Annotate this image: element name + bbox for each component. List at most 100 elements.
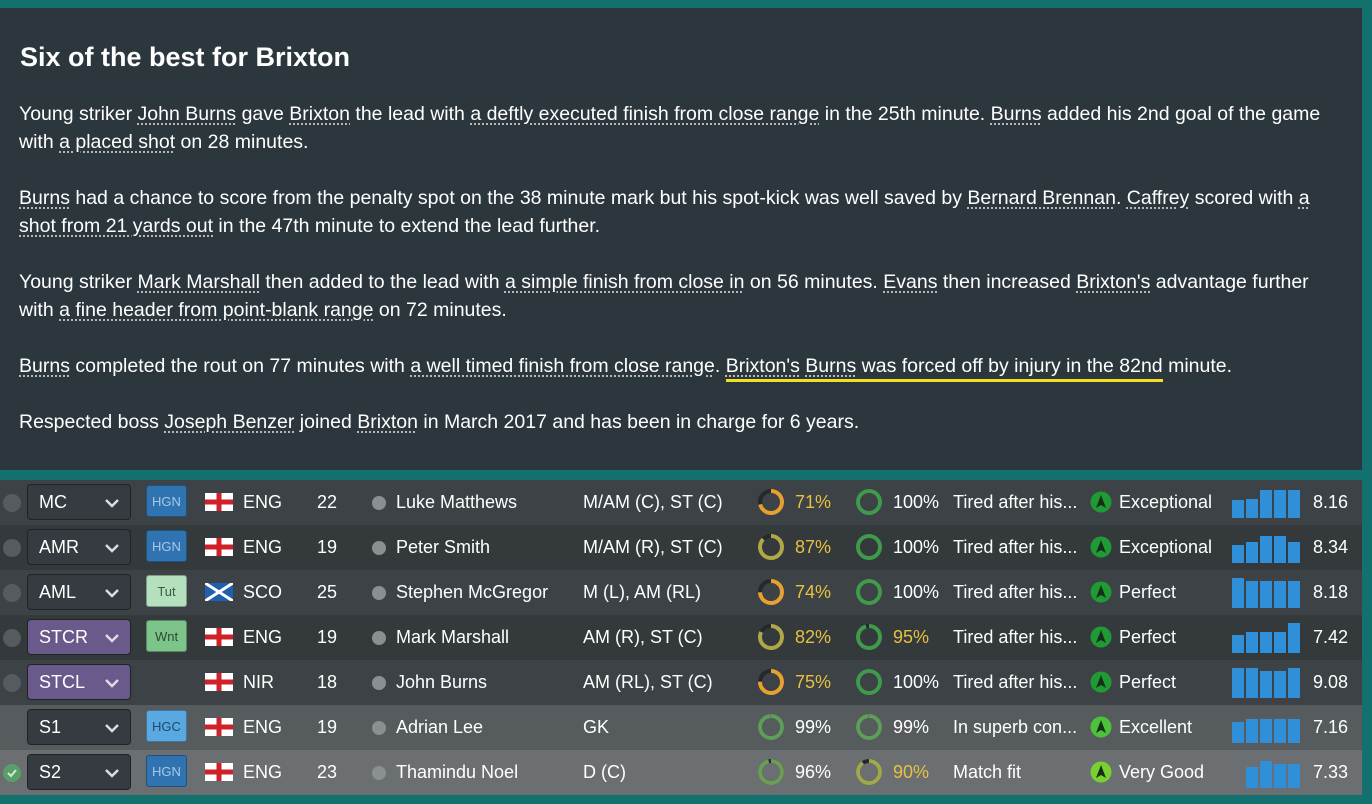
info-icon[interactable]: [372, 541, 386, 555]
average-rating: 9.08: [1313, 672, 1349, 692]
link[interactable]: Bernard Brennan: [967, 187, 1116, 209]
form-bar: [1274, 581, 1286, 608]
form-bar: [1260, 489, 1272, 518]
link[interactable]: Burns: [19, 355, 70, 377]
info-icon[interactable]: [372, 631, 386, 645]
text: scored with: [1189, 187, 1299, 209]
player-row[interactable]: STCL NIR 18 John Burns AM (RL), ST (C) 75% 100…: [0, 660, 1362, 705]
rating-icon: [1090, 671, 1112, 693]
player-name[interactable]: Stephen McGregor: [396, 582, 549, 602]
link[interactable]: Brixton: [357, 411, 418, 433]
role-badge: HGC: [146, 710, 187, 742]
nation: ENG: [243, 492, 283, 512]
text: then increased: [937, 271, 1077, 293]
ring-value: [856, 579, 882, 605]
link[interactable]: Brixton: [289, 103, 350, 125]
player-row[interactable]: S2 HGN ENG 23 Thamindu Noel D (C) 96% 90% Match …: [0, 750, 1362, 795]
age: 19: [317, 537, 338, 557]
position-dropdown[interactable]: STCR: [27, 619, 131, 655]
form-bar: [1246, 767, 1258, 788]
ring-value: [758, 534, 784, 560]
percent: 100%: [893, 537, 940, 557]
icon-arrow: [1096, 630, 1106, 643]
player-row[interactable]: S1 HGC ENG 19 Adrian Lee GK 99% 99% In superb co…: [0, 705, 1362, 750]
player-table: MC HGN ENG 22 Luke Matthews M/AM (C), ST (C) 7…: [0, 480, 1362, 795]
link[interactable]: a deftly executed finish from close rang…: [470, 103, 820, 125]
link[interactable]: a shot from 21 yards out: [19, 187, 1310, 237]
position-dropdown[interactable]: AML: [27, 574, 131, 610]
info-icon[interactable]: [372, 721, 386, 735]
role-badge: Tut: [146, 575, 187, 607]
report-body: Young striker John Burns gave Brixton th…: [19, 100, 1339, 464]
form-bar: [1260, 719, 1272, 743]
rating-text: Very Good: [1119, 762, 1205, 782]
info-icon[interactable]: [372, 766, 386, 780]
player-row[interactable]: STCR Wnt ENG 19 Mark Marshall AM (R), ST (C) 8…: [0, 615, 1362, 660]
info-icon[interactable]: [372, 586, 386, 600]
link[interactable]: Burns: [805, 355, 857, 382]
link[interactable]: a well timed finish from close range: [410, 355, 715, 377]
age: 23: [317, 762, 338, 782]
ring-value: [856, 669, 882, 695]
select-check[interactable]: [3, 539, 21, 557]
rating-icon: [1090, 581, 1112, 603]
ring-value: [758, 714, 784, 740]
player-row[interactable]: MC HGN ENG 22 Luke Matthews M/AM (C), ST (C) 7…: [0, 480, 1362, 525]
ring-value: [856, 759, 882, 785]
link[interactable]: Brixton's: [725, 355, 800, 382]
position-dropdown[interactable]: MC: [27, 484, 131, 520]
link[interactable]: Mark Marshall: [137, 271, 260, 293]
player-name[interactable]: Peter Smith: [396, 537, 491, 557]
link[interactable]: a fine header from point-blank range: [59, 299, 374, 321]
form-bar: [1288, 764, 1300, 788]
select-check[interactable]: [3, 674, 21, 692]
select-check[interactable]: [3, 629, 21, 647]
link[interactable]: John Burns: [137, 103, 237, 125]
position-dropdown[interactable]: S1: [27, 709, 131, 745]
percent: 99%: [795, 717, 832, 737]
chevron: [105, 769, 119, 778]
paragraph: Young striker John Burns gave Brixton th…: [19, 100, 1339, 156]
text: in the 47th minute to extend the lead fu…: [213, 215, 601, 237]
player-name[interactable]: Luke Matthews: [396, 492, 518, 512]
link[interactable]: Burns: [990, 103, 1042, 125]
ring-value: [856, 489, 882, 515]
chevron: [105, 634, 119, 643]
position-dropdown[interactable]: AMR: [27, 529, 131, 565]
select-check[interactable]: [3, 764, 21, 782]
ring: [856, 714, 882, 740]
position-dropdown[interactable]: S2: [27, 754, 131, 790]
info-icon[interactable]: [372, 676, 386, 690]
link[interactable]: a simple finish from close in: [504, 271, 745, 293]
player-name[interactable]: Adrian Lee: [396, 717, 484, 737]
link[interactable]: Burns: [19, 187, 70, 209]
form-bar: [1274, 764, 1286, 788]
link[interactable]: Caffrey: [1126, 187, 1190, 209]
link[interactable]: Evans: [883, 271, 938, 293]
select-check[interactable]: [3, 719, 21, 737]
role-badge: HGN: [146, 485, 187, 517]
rating-icon: [1090, 536, 1112, 558]
link[interactable]: Brixton's: [1076, 271, 1151, 293]
select-check[interactable]: [3, 584, 21, 602]
form-bar: [1288, 542, 1300, 563]
rating-text: Exceptional: [1119, 492, 1213, 512]
text: on 72 minutes.: [373, 299, 507, 321]
nation: SCO: [243, 582, 283, 602]
text: .: [1115, 187, 1127, 209]
average-rating: 8.16: [1313, 492, 1349, 512]
player-name[interactable]: Mark Marshall: [396, 627, 510, 647]
select-check[interactable]: [3, 494, 21, 512]
positions: AM (R), ST (C): [583, 627, 703, 647]
player-row[interactable]: AMR HGN ENG 19 Peter Smith M/AM (R), ST (C) 87…: [0, 525, 1362, 570]
player-name[interactable]: Thamindu Noel: [396, 762, 519, 782]
player-name[interactable]: John Burns: [396, 672, 488, 692]
link[interactable]: a placed shot: [59, 131, 176, 153]
text: the lead with: [350, 103, 471, 125]
position-dropdown[interactable]: STCL: [27, 664, 131, 700]
link[interactable]: Joseph Benzer: [164, 411, 295, 433]
check-icon: [7, 769, 17, 778]
player-row[interactable]: AML Tut SCO 25 Stephen McGregor M (L), AM (RL…: [0, 570, 1362, 615]
form-bar: [1260, 761, 1272, 788]
info-icon[interactable]: [372, 496, 386, 510]
